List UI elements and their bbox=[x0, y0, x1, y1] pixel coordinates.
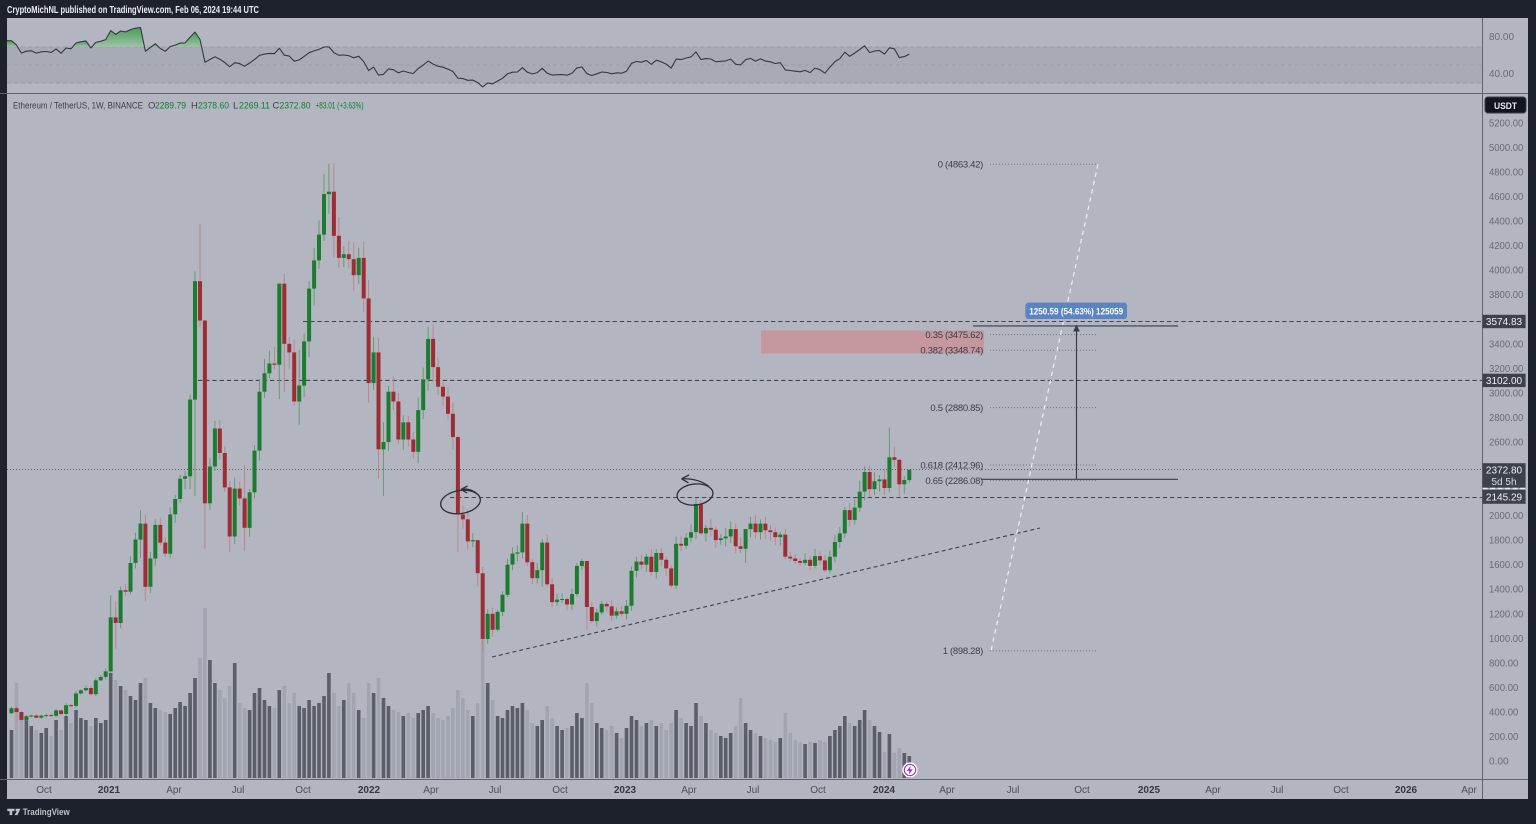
svg-text:H: H bbox=[191, 101, 198, 112]
svg-text:80.00: 80.00 bbox=[1489, 32, 1514, 43]
svg-text:5d 5h: 5d 5h bbox=[1491, 477, 1516, 488]
svg-text:Oct: Oct bbox=[36, 785, 52, 796]
svg-text:Jul: Jul bbox=[232, 785, 245, 796]
svg-text:600.00: 600.00 bbox=[1489, 683, 1519, 694]
svg-text:Oct: Oct bbox=[810, 785, 826, 796]
svg-text:Apr: Apr bbox=[166, 785, 182, 796]
svg-text:4800.00: 4800.00 bbox=[1489, 168, 1524, 179]
svg-text:O: O bbox=[148, 101, 155, 112]
svg-text:5200.00: 5200.00 bbox=[1489, 119, 1524, 130]
svg-text:4600.00: 4600.00 bbox=[1489, 192, 1524, 203]
svg-text:Ethereum / TetherUS, 1W, BINAN: Ethereum / TetherUS, 1W, BINANCE bbox=[13, 101, 143, 112]
svg-text:1200.00: 1200.00 bbox=[1489, 609, 1524, 620]
svg-text:1000.00: 1000.00 bbox=[1489, 634, 1524, 645]
svg-text:Jul: Jul bbox=[747, 785, 760, 796]
svg-text:Apr: Apr bbox=[1205, 785, 1221, 796]
svg-text:CryptoMichNL published on Trad: CryptoMichNL published on TradingView.co… bbox=[7, 4, 259, 16]
svg-text:C: C bbox=[273, 101, 280, 112]
svg-text:2600.00: 2600.00 bbox=[1489, 438, 1524, 449]
svg-text:USDT: USDT bbox=[1494, 101, 1517, 112]
svg-text:Jul: Jul bbox=[1007, 785, 1020, 796]
svg-text:2800.00: 2800.00 bbox=[1489, 413, 1524, 424]
svg-text:2025: 2025 bbox=[1138, 785, 1161, 796]
svg-text:2000.00: 2000.00 bbox=[1489, 511, 1524, 522]
svg-text:2023: 2023 bbox=[614, 785, 637, 796]
svg-text:4400.00: 4400.00 bbox=[1489, 217, 1524, 228]
svg-text:4000.00: 4000.00 bbox=[1489, 266, 1524, 277]
svg-text:Oct: Oct bbox=[295, 785, 311, 796]
svg-text:0.00: 0.00 bbox=[1489, 757, 1509, 768]
svg-text:2372.80: 2372.80 bbox=[280, 101, 311, 112]
svg-text:L: L bbox=[233, 101, 238, 112]
svg-text:200.00: 200.00 bbox=[1489, 732, 1519, 743]
svg-text:2145.29: 2145.29 bbox=[1486, 492, 1523, 503]
svg-text:0.5 (2880.85): 0.5 (2880.85) bbox=[930, 403, 983, 414]
svg-text:2289.79: 2289.79 bbox=[155, 101, 186, 112]
svg-text:1800.00: 1800.00 bbox=[1489, 536, 1524, 547]
svg-text:Apr: Apr bbox=[423, 785, 439, 796]
svg-text:Oct: Oct bbox=[1074, 785, 1090, 796]
svg-text:400.00: 400.00 bbox=[1489, 707, 1519, 718]
svg-text:3400.00: 3400.00 bbox=[1489, 339, 1524, 350]
svg-text:2022: 2022 bbox=[358, 785, 381, 796]
svg-text:1 (898.28): 1 (898.28) bbox=[943, 646, 983, 657]
svg-text:3200.00: 3200.00 bbox=[1489, 364, 1524, 375]
svg-text:1400.00: 1400.00 bbox=[1489, 585, 1524, 596]
svg-text:Apr: Apr bbox=[939, 785, 955, 796]
svg-text:0.35 (3475.62): 0.35 (3475.62) bbox=[925, 330, 983, 341]
svg-text:0.65 (2286.08): 0.65 (2286.08) bbox=[925, 476, 983, 487]
svg-text:0.382 (3348.74): 0.382 (3348.74) bbox=[920, 346, 983, 357]
svg-text:2024: 2024 bbox=[873, 785, 896, 796]
svg-text:TradingView: TradingView bbox=[23, 807, 71, 818]
svg-text:5000.00: 5000.00 bbox=[1489, 143, 1524, 154]
svg-text:0.618 (2412.96): 0.618 (2412.96) bbox=[920, 460, 983, 471]
svg-text:2026: 2026 bbox=[1395, 785, 1418, 796]
svg-text:+83.01 (+3.63%): +83.01 (+3.63%) bbox=[316, 101, 364, 112]
svg-text:Apr: Apr bbox=[681, 785, 697, 796]
svg-text:40.00: 40.00 bbox=[1489, 69, 1514, 80]
svg-text:4200.00: 4200.00 bbox=[1489, 241, 1524, 252]
svg-text:1600.00: 1600.00 bbox=[1489, 560, 1524, 571]
svg-text:3574.83: 3574.83 bbox=[1486, 317, 1523, 328]
svg-text:3102.00: 3102.00 bbox=[1486, 376, 1523, 387]
svg-text:2269.11: 2269.11 bbox=[239, 101, 270, 112]
svg-text:800.00: 800.00 bbox=[1489, 658, 1519, 669]
svg-text:1250.59 (54.63%) 125059: 1250.59 (54.63%) 125059 bbox=[1029, 306, 1123, 317]
svg-text:2372.80: 2372.80 bbox=[1486, 465, 1523, 476]
svg-text:Oct: Oct bbox=[1333, 785, 1349, 796]
svg-text:3000.00: 3000.00 bbox=[1489, 388, 1524, 399]
svg-text:Oct: Oct bbox=[552, 785, 568, 796]
svg-text:Jul: Jul bbox=[1271, 785, 1284, 796]
svg-text:2378.60: 2378.60 bbox=[198, 101, 229, 112]
svg-text:2021: 2021 bbox=[98, 785, 121, 796]
svg-text:0 (4863.42): 0 (4863.42) bbox=[938, 160, 983, 171]
svg-text:Jul: Jul bbox=[489, 785, 502, 796]
svg-text:3800.00: 3800.00 bbox=[1489, 290, 1524, 301]
svg-text:Apr: Apr bbox=[1461, 785, 1477, 796]
